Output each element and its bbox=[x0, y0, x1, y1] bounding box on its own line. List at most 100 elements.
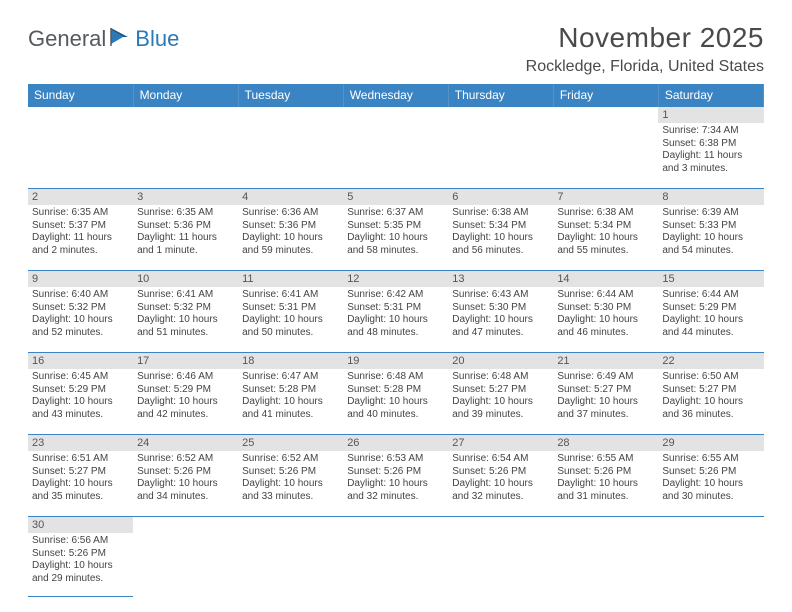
day-detail-line: and 54 minutes. bbox=[662, 245, 759, 258]
day-details: Sunrise: 6:48 AMSunset: 5:28 PMDaylight:… bbox=[343, 369, 448, 423]
calendar-cell: 26Sunrise: 6:53 AMSunset: 5:26 PMDayligh… bbox=[343, 435, 448, 517]
day-details: Sunrise: 6:45 AMSunset: 5:29 PMDaylight:… bbox=[28, 369, 133, 423]
calendar-cell bbox=[238, 517, 343, 597]
day-detail-line: and 39 minutes. bbox=[452, 409, 549, 422]
calendar-cell: 10Sunrise: 6:41 AMSunset: 5:32 PMDayligh… bbox=[133, 271, 238, 353]
day-number: 3 bbox=[133, 189, 238, 205]
calendar-cell: 29Sunrise: 6:55 AMSunset: 5:26 PMDayligh… bbox=[658, 435, 763, 517]
day-details: Sunrise: 6:41 AMSunset: 5:31 PMDaylight:… bbox=[238, 287, 343, 341]
day-detail-line: Sunset: 5:28 PM bbox=[347, 384, 444, 397]
day-details: Sunrise: 6:53 AMSunset: 5:26 PMDaylight:… bbox=[343, 451, 448, 505]
day-detail-line: and 47 minutes. bbox=[452, 327, 549, 340]
day-header: Saturday bbox=[658, 84, 763, 107]
day-details: Sunrise: 6:35 AMSunset: 5:37 PMDaylight:… bbox=[28, 205, 133, 259]
day-detail-line: Daylight: 10 hours bbox=[662, 478, 759, 491]
day-detail-line: Daylight: 10 hours bbox=[557, 396, 654, 409]
day-detail-line: Sunset: 6:38 PM bbox=[662, 138, 759, 151]
day-detail-line: Sunrise: 6:44 AM bbox=[557, 289, 654, 302]
calendar-cell: 5Sunrise: 6:37 AMSunset: 5:35 PMDaylight… bbox=[343, 189, 448, 271]
day-detail-line: and 43 minutes. bbox=[32, 409, 129, 422]
day-detail-line: Sunset: 5:37 PM bbox=[32, 220, 129, 233]
day-number: 11 bbox=[238, 271, 343, 287]
day-detail-line: and 51 minutes. bbox=[137, 327, 234, 340]
day-detail-line: Sunset: 5:31 PM bbox=[242, 302, 339, 315]
calendar-cell: 19Sunrise: 6:48 AMSunset: 5:28 PMDayligh… bbox=[343, 353, 448, 435]
day-header: Sunday bbox=[28, 84, 133, 107]
day-details: Sunrise: 6:40 AMSunset: 5:32 PMDaylight:… bbox=[28, 287, 133, 341]
day-number: 27 bbox=[448, 435, 553, 451]
day-detail-line: Sunset: 5:36 PM bbox=[242, 220, 339, 233]
calendar-cell: 6Sunrise: 6:38 AMSunset: 5:34 PMDaylight… bbox=[448, 189, 553, 271]
day-details: Sunrise: 6:35 AMSunset: 5:36 PMDaylight:… bbox=[133, 205, 238, 259]
calendar-week-row: 30Sunrise: 6:56 AMSunset: 5:26 PMDayligh… bbox=[28, 517, 764, 597]
day-detail-line: and 59 minutes. bbox=[242, 245, 339, 258]
day-detail-line: Sunset: 5:29 PM bbox=[32, 384, 129, 397]
day-number: 29 bbox=[658, 435, 763, 451]
calendar-cell: 21Sunrise: 6:49 AMSunset: 5:27 PMDayligh… bbox=[553, 353, 658, 435]
day-detail-line: Sunset: 5:26 PM bbox=[452, 466, 549, 479]
day-number: 10 bbox=[133, 271, 238, 287]
calendar-cell: 3Sunrise: 6:35 AMSunset: 5:36 PMDaylight… bbox=[133, 189, 238, 271]
day-detail-line: Daylight: 10 hours bbox=[137, 396, 234, 409]
day-number: 5 bbox=[343, 189, 448, 205]
day-number: 24 bbox=[133, 435, 238, 451]
day-number: 8 bbox=[658, 189, 763, 205]
day-detail-line: and 42 minutes. bbox=[137, 409, 234, 422]
calendar-cell: 17Sunrise: 6:46 AMSunset: 5:29 PMDayligh… bbox=[133, 353, 238, 435]
day-details: Sunrise: 7:34 AMSunset: 6:38 PMDaylight:… bbox=[658, 123, 763, 177]
day-detail-line: Sunset: 5:27 PM bbox=[452, 384, 549, 397]
day-details: Sunrise: 6:52 AMSunset: 5:26 PMDaylight:… bbox=[238, 451, 343, 505]
day-details: Sunrise: 6:42 AMSunset: 5:31 PMDaylight:… bbox=[343, 287, 448, 341]
day-detail-line: Sunset: 5:34 PM bbox=[452, 220, 549, 233]
calendar-cell bbox=[658, 517, 763, 597]
day-detail-line: Sunrise: 6:38 AM bbox=[557, 207, 654, 220]
day-details: Sunrise: 6:48 AMSunset: 5:27 PMDaylight:… bbox=[448, 369, 553, 423]
day-header: Thursday bbox=[448, 84, 553, 107]
day-detail-line: and 32 minutes. bbox=[452, 491, 549, 504]
day-detail-line: Daylight: 10 hours bbox=[242, 478, 339, 491]
calendar-cell bbox=[133, 517, 238, 597]
day-detail-line: Daylight: 10 hours bbox=[242, 396, 339, 409]
calendar-cell bbox=[343, 517, 448, 597]
day-header: Tuesday bbox=[238, 84, 343, 107]
day-number: 20 bbox=[448, 353, 553, 369]
day-detail-line: Sunrise: 6:55 AM bbox=[662, 453, 759, 466]
day-detail-line: Sunrise: 6:35 AM bbox=[137, 207, 234, 220]
day-detail-line: and 34 minutes. bbox=[137, 491, 234, 504]
day-number: 23 bbox=[28, 435, 133, 451]
day-detail-line: Sunrise: 6:41 AM bbox=[242, 289, 339, 302]
day-number: 16 bbox=[28, 353, 133, 369]
day-detail-line: Sunset: 5:29 PM bbox=[662, 302, 759, 315]
calendar-cell bbox=[553, 107, 658, 189]
day-detail-line: Sunrise: 6:54 AM bbox=[452, 453, 549, 466]
day-detail-line: Sunrise: 6:35 AM bbox=[32, 207, 129, 220]
day-detail-line: and 40 minutes. bbox=[347, 409, 444, 422]
calendar-cell: 27Sunrise: 6:54 AMSunset: 5:26 PMDayligh… bbox=[448, 435, 553, 517]
day-detail-line: Daylight: 10 hours bbox=[242, 232, 339, 245]
day-detail-line: Daylight: 11 hours bbox=[662, 150, 759, 163]
day-detail-line: Daylight: 10 hours bbox=[452, 314, 549, 327]
calendar-page: General Blue November 2025 Rockledge, Fl… bbox=[0, 0, 792, 607]
day-detail-line: Sunset: 5:34 PM bbox=[557, 220, 654, 233]
day-detail-line: Sunset: 5:26 PM bbox=[242, 466, 339, 479]
day-detail-line: and 30 minutes. bbox=[662, 491, 759, 504]
day-detail-line: Sunrise: 6:48 AM bbox=[452, 371, 549, 384]
calendar-cell: 18Sunrise: 6:47 AMSunset: 5:28 PMDayligh… bbox=[238, 353, 343, 435]
day-detail-line: Sunrise: 6:49 AM bbox=[557, 371, 654, 384]
page-header: General Blue November 2025 Rockledge, Fl… bbox=[28, 22, 764, 76]
day-details: Sunrise: 6:44 AMSunset: 5:29 PMDaylight:… bbox=[658, 287, 763, 341]
calendar-cell: 4Sunrise: 6:36 AMSunset: 5:36 PMDaylight… bbox=[238, 189, 343, 271]
day-details: Sunrise: 6:54 AMSunset: 5:26 PMDaylight:… bbox=[448, 451, 553, 505]
calendar-body: 1Sunrise: 7:34 AMSunset: 6:38 PMDaylight… bbox=[28, 107, 764, 597]
calendar-week-row: 16Sunrise: 6:45 AMSunset: 5:29 PMDayligh… bbox=[28, 353, 764, 435]
calendar-cell: 25Sunrise: 6:52 AMSunset: 5:26 PMDayligh… bbox=[238, 435, 343, 517]
calendar-cell: 1Sunrise: 7:34 AMSunset: 6:38 PMDaylight… bbox=[658, 107, 763, 189]
day-detail-line: Daylight: 10 hours bbox=[137, 478, 234, 491]
day-number: 17 bbox=[133, 353, 238, 369]
day-detail-line: Daylight: 10 hours bbox=[557, 314, 654, 327]
day-detail-line: Sunrise: 6:39 AM bbox=[662, 207, 759, 220]
day-number: 28 bbox=[553, 435, 658, 451]
day-detail-line: Daylight: 10 hours bbox=[557, 478, 654, 491]
day-detail-line: Daylight: 10 hours bbox=[32, 314, 129, 327]
day-number: 13 bbox=[448, 271, 553, 287]
